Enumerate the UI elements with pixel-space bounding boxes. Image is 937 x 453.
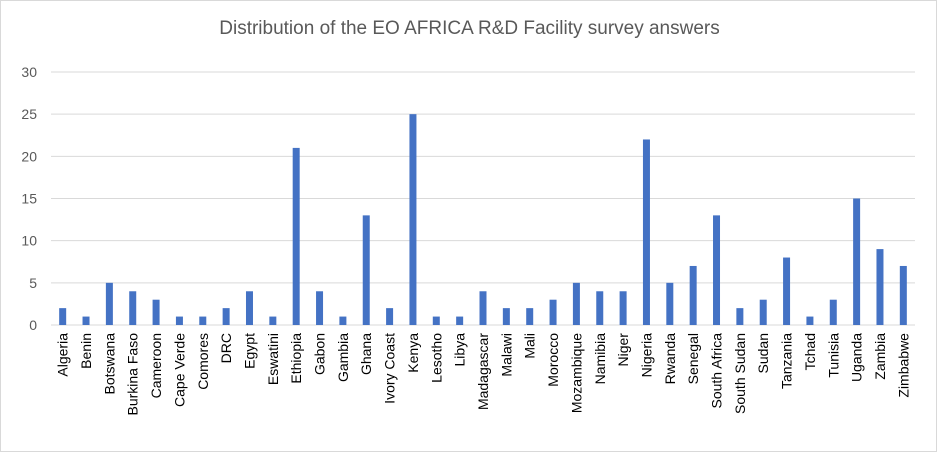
x-tick-label: Sudan bbox=[755, 333, 771, 373]
x-tick-label: Namibia bbox=[592, 333, 608, 385]
bar-zambia bbox=[876, 249, 884, 325]
bar-gabon bbox=[316, 291, 324, 325]
bar-mali bbox=[526, 308, 534, 325]
x-tick-label: Madagascar bbox=[475, 333, 491, 410]
x-tick-label: Cape Verde bbox=[171, 333, 187, 407]
bar-drc bbox=[222, 308, 230, 325]
x-tick-label: DRC bbox=[218, 333, 234, 363]
bar-kenya bbox=[409, 114, 417, 326]
x-tick-label: Ivory Coast bbox=[382, 333, 398, 404]
chart-title: Distribution of the EO AFRICA R&D Facili… bbox=[219, 18, 720, 39]
x-tick-label: Uganda bbox=[849, 333, 865, 382]
bar-tanzania bbox=[783, 257, 791, 325]
bar-lesotho bbox=[432, 316, 440, 325]
x-tick-label: Morocco bbox=[545, 333, 561, 387]
bar-zimbabwe bbox=[899, 265, 907, 325]
bar-mozambique bbox=[572, 282, 580, 325]
bar-malawi bbox=[502, 308, 510, 325]
x-tick-label: Comores bbox=[195, 333, 211, 390]
bar-south-sudan bbox=[736, 308, 744, 325]
bar-algeria bbox=[59, 308, 67, 325]
bar-cape-verde bbox=[175, 316, 183, 325]
bar-tunisia bbox=[829, 299, 837, 325]
y-tick-label: 5 bbox=[29, 275, 37, 291]
x-tick-label: Egypt bbox=[241, 333, 257, 369]
bar-madagascar bbox=[479, 291, 487, 325]
x-tick-label: Cameroon bbox=[148, 333, 164, 398]
x-tick-label: Rwanda bbox=[662, 333, 678, 385]
bar-sudan bbox=[759, 299, 767, 325]
y-tick-label: 25 bbox=[21, 106, 37, 122]
bar-botswana bbox=[105, 282, 113, 325]
bar-egypt bbox=[245, 291, 253, 325]
y-tick-label: 15 bbox=[21, 191, 37, 207]
x-tick-label: Botswana bbox=[101, 333, 117, 395]
x-tick-label: Algeria bbox=[55, 333, 71, 377]
x-tick-label: Benin bbox=[78, 333, 94, 369]
x-tick-label: Nigeria bbox=[638, 333, 654, 378]
x-tick-label: Mali bbox=[522, 333, 538, 359]
x-tick-label: Tanzania bbox=[779, 333, 795, 389]
x-tick-label: Lesotho bbox=[428, 333, 444, 383]
x-tick-label: Eswatini bbox=[265, 333, 281, 385]
x-tick-label: Burkina Faso bbox=[125, 333, 141, 416]
x-tick-label: Gambia bbox=[335, 333, 351, 382]
bar-south-africa bbox=[713, 215, 721, 325]
x-tick-label: Niger bbox=[615, 333, 631, 367]
bar-ghana bbox=[362, 215, 370, 325]
bar-gambia bbox=[339, 316, 347, 325]
x-tick-label: Gabon bbox=[312, 333, 328, 375]
bar-comores bbox=[199, 316, 207, 325]
y-tick-label: 30 bbox=[21, 64, 37, 80]
bar-uganda bbox=[853, 198, 861, 325]
x-tick-label: Tunisia bbox=[825, 333, 841, 378]
x-tick-label: Ghana bbox=[358, 333, 374, 375]
y-tick-label: 0 bbox=[29, 317, 37, 333]
bar-benin bbox=[82, 316, 90, 325]
x-tick-label: South Africa bbox=[709, 333, 725, 409]
x-tick-label: Mozambique bbox=[568, 333, 584, 413]
y-tick-label: 20 bbox=[21, 148, 37, 164]
bar-nigeria bbox=[642, 139, 650, 325]
bar-burkina-faso bbox=[129, 291, 137, 325]
bar-namibia bbox=[596, 291, 604, 325]
bar-ethiopia bbox=[292, 147, 300, 325]
bar-eswatini bbox=[269, 316, 277, 325]
x-tick-label: Malawi bbox=[498, 333, 514, 377]
x-tick-label: Ethiopia bbox=[288, 333, 304, 384]
x-tick-label: Zambia bbox=[872, 333, 888, 380]
x-tick-label: Tchad bbox=[802, 333, 818, 370]
x-tick-label: Senegal bbox=[685, 333, 701, 384]
x-tick-label: South Sudan bbox=[732, 333, 748, 414]
y-tick-label: 10 bbox=[21, 233, 37, 249]
bar-tchad bbox=[806, 316, 814, 325]
x-tick-label: Zimbabwe bbox=[895, 333, 911, 398]
bar-senegal bbox=[689, 265, 697, 325]
bar-cameroon bbox=[152, 299, 160, 325]
bar-niger bbox=[619, 291, 627, 325]
x-tick-label: Kenya bbox=[405, 333, 421, 373]
bar-ivory-coast bbox=[386, 308, 394, 325]
bar-rwanda bbox=[666, 282, 674, 325]
x-tick-label: Libya bbox=[452, 333, 468, 367]
bar-morocco bbox=[549, 299, 557, 325]
bar-libya bbox=[456, 316, 464, 325]
